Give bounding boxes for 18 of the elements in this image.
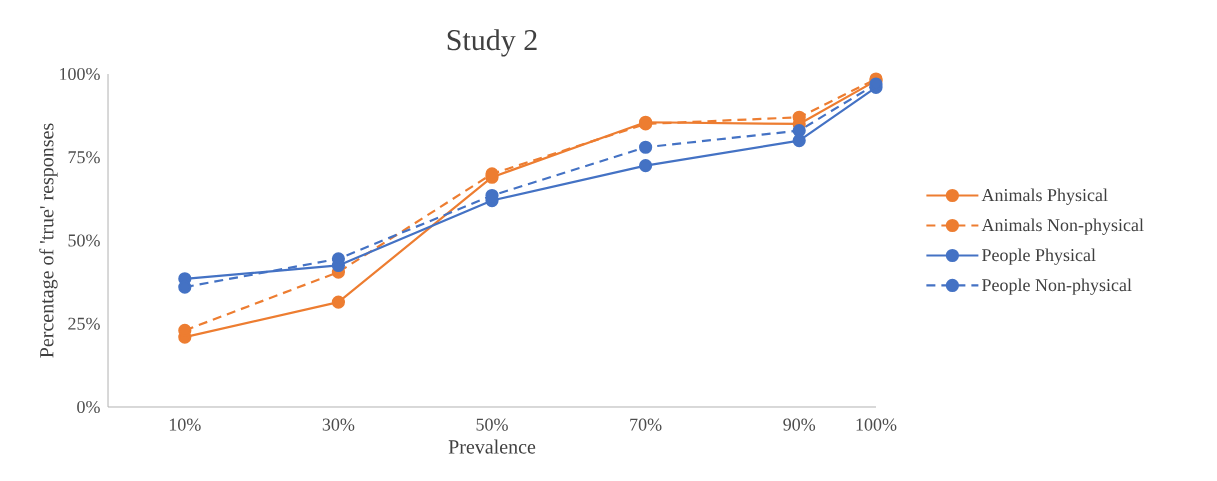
- chart-title: Study 2: [447, 29, 537, 57]
- x-tick-label: 90%: [783, 418, 816, 431]
- legend-label: People Non-physical: [982, 278, 1132, 295]
- x-tick-label: 70%: [630, 418, 662, 431]
- x-tick-label: 30%: [322, 418, 355, 431]
- x-tick-label: 50%: [476, 418, 508, 431]
- legend-label: Animals Physical: [981, 188, 1108, 205]
- y-tick-label: 0%: [77, 400, 100, 414]
- y-tick-label: 25%: [68, 317, 100, 330]
- y-tick-label: 50%: [68, 234, 100, 247]
- x-tick-label: 100%: [856, 418, 897, 431]
- legend-label: People Physical: [982, 248, 1096, 265]
- y-tick-label: 75%: [68, 151, 100, 164]
- y-tick-label: 100%: [60, 67, 100, 81]
- legend-label: Animals Non-physical: [981, 218, 1144, 235]
- y-axis-title: Percentage of 'true' responses: [39, 123, 58, 358]
- x-axis-title: Prevalence: [448, 439, 536, 454]
- x-tick-label: 10%: [169, 418, 201, 431]
